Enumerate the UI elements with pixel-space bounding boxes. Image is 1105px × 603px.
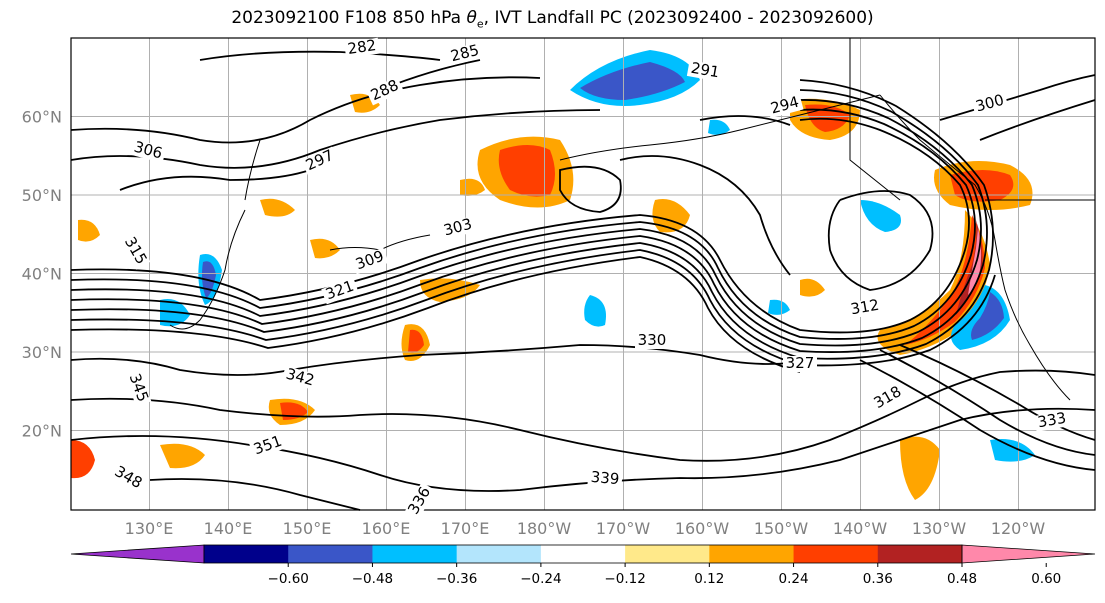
lat-tick-label: 50°N	[22, 186, 62, 205]
contour-label-bg	[971, 91, 1009, 117]
contour-label-bg	[124, 369, 152, 407]
lon-tick-label: 180°W	[517, 519, 572, 538]
contour-label-bg	[1033, 410, 1071, 432]
colorbar-tick-label: 0.12	[694, 571, 724, 587]
map-title: 2023092100 F108 850 hPa θe, IVT Landfall…	[0, 8, 1105, 30]
contour-label: 339	[590, 468, 620, 488]
colorbar-extend-high	[961, 544, 1096, 564]
contour-label: 312	[849, 296, 880, 319]
contour-label-bg	[109, 462, 147, 494]
contour-label-bg	[344, 37, 380, 59]
lat-tick-label: 60°N	[22, 108, 62, 127]
contour-label-bg	[686, 60, 724, 82]
contour-label-bg	[301, 146, 339, 176]
colorbar-segment	[877, 545, 963, 563]
title-theta: θ	[466, 8, 477, 28]
colorbar-tick-label: 0.36	[863, 571, 893, 587]
colorbar-extend-low	[70, 544, 205, 564]
colorbar-segment	[372, 545, 458, 563]
lon-tick-label: 120°W	[991, 519, 1046, 538]
contour-label-bg	[869, 382, 907, 414]
colorbar-tick-label: 0.60	[1031, 571, 1061, 587]
title-suffix: , IVT Landfall PC (2023092400 - 20230926…	[483, 8, 874, 28]
colorbar-segment	[456, 545, 542, 563]
coastlines	[169, 38, 1095, 401]
colorbar-tick-label: −0.24	[520, 571, 561, 587]
lon-tick-label: 150°E	[283, 519, 332, 538]
title-prefix: 2023092100 F108 850 hPa	[231, 8, 467, 28]
longitude-labels: 130°E 140°E 150°E 160°E 170°E 180°W 170°W 160°W…	[125, 519, 1046, 538]
contour-label-bg	[439, 215, 477, 241]
colorbar-tick-label: −0.12	[604, 571, 645, 587]
title-theta-sub: e	[476, 17, 484, 31]
lon-tick-label: 150°W	[754, 519, 809, 538]
lon-tick-label: 140°E	[204, 519, 253, 538]
lon-tick-label: 160°W	[675, 519, 730, 538]
colorbar-segment	[204, 545, 289, 563]
contour-label-bg	[783, 356, 817, 372]
contour-label-bg	[587, 469, 623, 489]
colorbar-tick-label: −0.48	[352, 571, 393, 587]
latitude-labels: 60°N 50°N 40°N 30°N 20°N	[22, 108, 62, 441]
graticule	[71, 38, 1095, 510]
contour-label-bg	[321, 277, 359, 305]
contour-label-bg	[404, 482, 436, 520]
contour-label-bg	[635, 333, 669, 349]
colorbar-outline	[203, 544, 963, 564]
lat-tick-label: 30°N	[22, 343, 62, 362]
colorbar-segment	[709, 545, 795, 563]
lat-tick-label: 20°N	[22, 422, 62, 441]
colorbar-segment	[288, 545, 373, 563]
colorbar-tick-label: −0.36	[436, 571, 477, 587]
colorbar-tick-label: 0.24	[779, 571, 809, 587]
map-frame	[70, 37, 1096, 511]
contour-label-bg	[846, 297, 884, 319]
colorbar: −0.60 −0.48 −0.36 −0.24 −0.12 0.12 0.24 0.36 0.4…	[70, 544, 1096, 587]
lon-tick-label: 170°E	[441, 519, 490, 538]
contour-label-bg	[351, 247, 389, 275]
lon-tick-label: 130°W	[912, 519, 967, 538]
contour-label: 333	[1036, 409, 1067, 432]
contour-label: 291	[690, 59, 721, 82]
lat-tick-label: 40°N	[22, 265, 62, 284]
colorbar-segment	[625, 545, 710, 563]
lon-tick-label: 140°W	[833, 519, 888, 538]
contour-label: 282	[346, 36, 377, 58]
colorbar-segment	[793, 545, 879, 563]
colorbar-tick-label: −0.60	[268, 571, 309, 587]
contour-label: 327	[786, 354, 815, 372]
contour-label-bg	[249, 432, 287, 460]
lon-tick-label: 170°W	[596, 519, 651, 538]
contour-label-bg	[446, 42, 484, 66]
colorbar-segment	[540, 545, 626, 563]
colorbar-tick-label: 0.48	[947, 571, 977, 587]
contour-label-bg	[766, 93, 804, 119]
contour-label-bg	[366, 76, 404, 106]
contour-label-bg	[119, 232, 151, 270]
contour-label-bg	[129, 138, 167, 164]
contour-label: 330	[638, 331, 667, 349]
lon-tick-label: 130°E	[125, 519, 174, 538]
contour-label-bg	[281, 365, 319, 391]
lon-tick-label: 160°E	[362, 519, 411, 538]
